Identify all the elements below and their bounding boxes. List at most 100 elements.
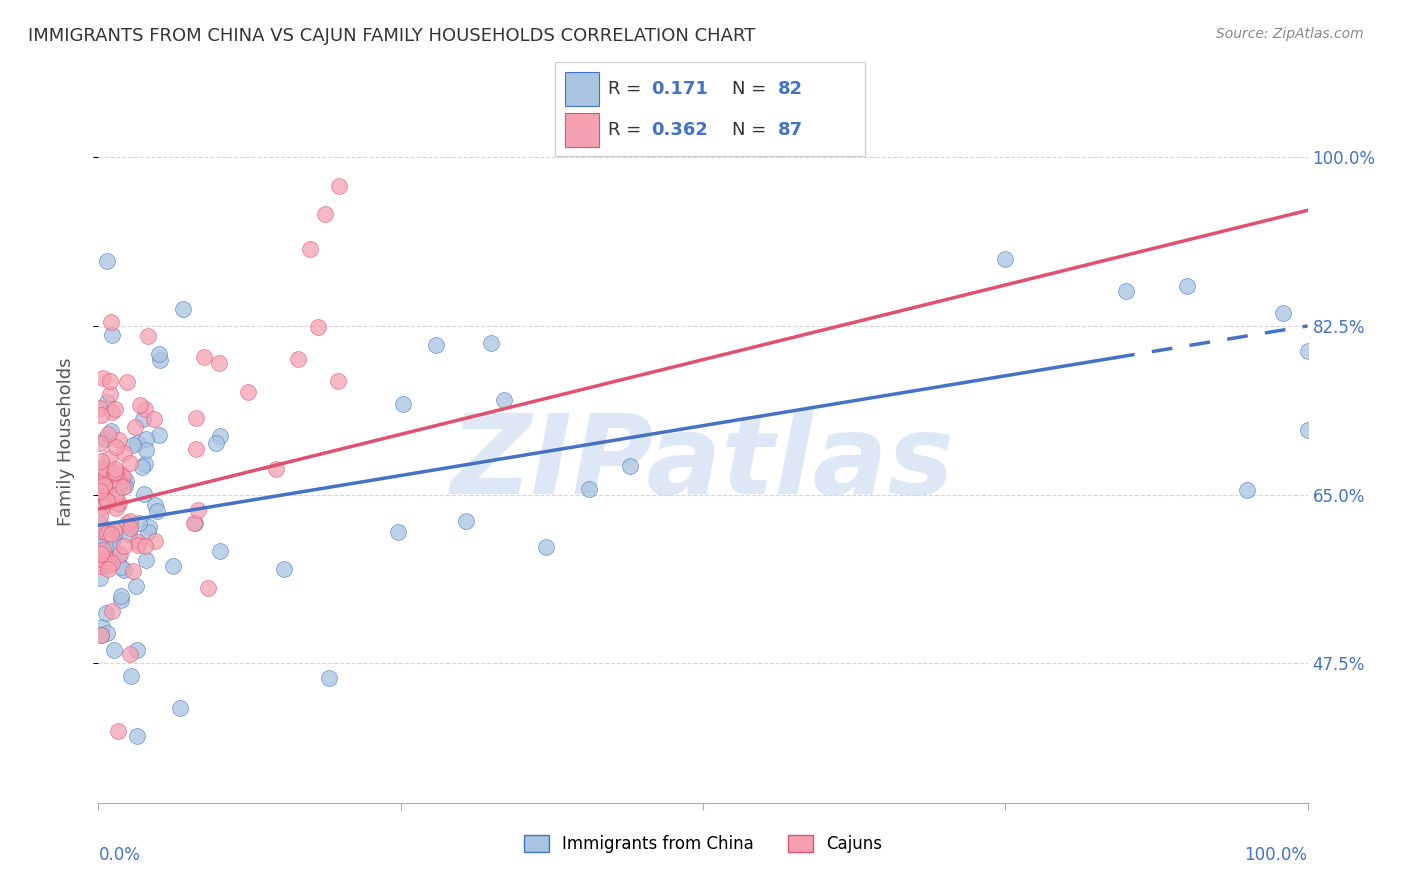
Point: [111, 470, 134, 484]
Point: [121, 564, 143, 578]
Text: R =: R =: [607, 121, 647, 139]
Point: [134, 402, 156, 417]
Point: [94, 493, 117, 508]
Point: [172, 302, 194, 317]
Point: [138, 520, 160, 534]
Point: [100, 315, 122, 329]
Point: [89, 483, 111, 497]
Point: [124, 420, 146, 434]
Point: [103, 643, 125, 657]
Point: [108, 434, 131, 448]
Point: [1272, 306, 1295, 320]
Point: [91, 461, 114, 475]
Point: [89, 516, 111, 530]
Point: [264, 462, 287, 476]
Point: [425, 338, 447, 352]
Point: [94, 491, 117, 506]
Point: [208, 544, 231, 558]
Point: [112, 469, 135, 483]
Point: [134, 487, 156, 501]
Point: [91, 620, 114, 634]
Point: [101, 604, 124, 618]
Point: [1296, 344, 1319, 359]
Point: [328, 375, 350, 389]
Point: [1296, 423, 1319, 437]
Point: [494, 392, 516, 407]
Point: [148, 347, 170, 361]
Point: [89, 435, 111, 450]
Point: [103, 466, 125, 480]
Point: [120, 669, 142, 683]
Point: [100, 491, 122, 506]
Point: [121, 437, 143, 451]
Point: [97, 558, 120, 573]
Point: [104, 488, 127, 502]
Point: [183, 516, 205, 530]
Point: [96, 467, 118, 482]
Point: [96, 525, 118, 540]
Point: [120, 521, 142, 535]
Point: [94, 481, 117, 495]
Point: [91, 500, 114, 515]
Point: [186, 442, 208, 456]
Text: ZIPatlas: ZIPatlas: [451, 409, 955, 516]
Point: [91, 475, 114, 490]
Point: [112, 480, 135, 494]
Point: [132, 411, 155, 425]
Point: [128, 398, 150, 412]
Point: [94, 541, 117, 555]
Point: [104, 468, 127, 483]
Point: [184, 411, 207, 425]
Point: [108, 547, 131, 561]
Point: [104, 524, 127, 539]
Point: [94, 433, 117, 447]
Point: [107, 723, 129, 738]
Point: [89, 524, 111, 538]
Text: 87: 87: [778, 121, 803, 139]
Point: [318, 672, 340, 686]
Point: [125, 579, 148, 593]
Point: [101, 541, 124, 556]
Point: [148, 427, 170, 442]
Point: [100, 424, 122, 438]
Point: [96, 551, 118, 566]
Point: [103, 523, 125, 537]
Point: [93, 477, 115, 491]
Point: [273, 562, 295, 576]
Point: [619, 459, 641, 474]
Point: [205, 436, 228, 450]
Point: [108, 549, 131, 563]
Point: [169, 700, 191, 714]
Point: [112, 539, 135, 553]
Point: [89, 508, 111, 523]
Point: [90, 627, 112, 641]
Point: [89, 558, 111, 573]
Point: [197, 582, 219, 596]
Point: [143, 498, 166, 512]
Point: [135, 432, 157, 446]
Point: [134, 457, 156, 471]
Point: [114, 479, 136, 493]
Point: [118, 527, 141, 541]
Point: [107, 497, 129, 511]
Y-axis label: Family Households: Family Households: [56, 358, 75, 525]
Point: [90, 547, 112, 561]
Point: [98, 450, 121, 465]
Point: [90, 409, 112, 423]
Point: [104, 462, 127, 476]
Text: 0.0%: 0.0%: [98, 847, 141, 864]
Point: [1175, 278, 1198, 293]
Point: [101, 533, 124, 548]
Point: [125, 729, 148, 743]
Point: [91, 473, 114, 487]
Point: [287, 352, 309, 367]
Point: [120, 647, 142, 661]
Point: [120, 514, 142, 528]
Point: [994, 252, 1017, 266]
Point: [90, 528, 112, 542]
Point: [97, 426, 120, 441]
Point: [146, 504, 169, 518]
Point: [328, 179, 350, 194]
Point: [118, 456, 141, 470]
Text: IMMIGRANTS FROM CHINA VS CAJUN FAMILY HOUSEHOLDS CORRELATION CHART: IMMIGRANTS FROM CHINA VS CAJUN FAMILY HO…: [28, 27, 755, 45]
